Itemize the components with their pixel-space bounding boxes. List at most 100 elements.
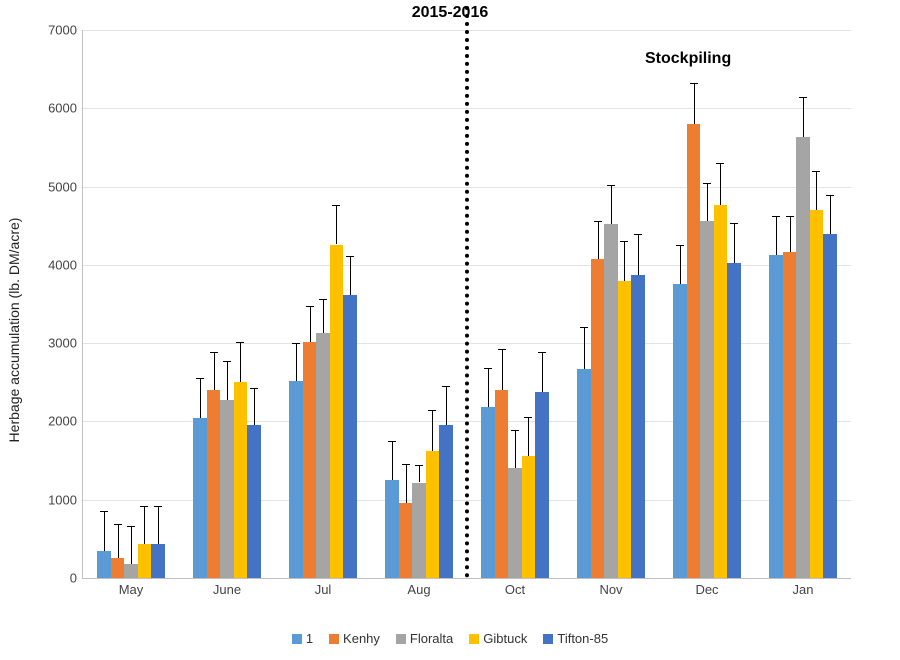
error-bar: [707, 183, 708, 221]
error-cap: [498, 349, 506, 350]
error-bar: [803, 97, 804, 137]
bar: [591, 259, 604, 578]
chart-container: 2015-2016 Stockpiling Herbage accumulati…: [0, 0, 900, 660]
bar: [385, 480, 398, 578]
error-cap: [319, 299, 327, 300]
error-bar: [598, 221, 599, 259]
bar: [769, 255, 782, 578]
xtick-label: Nov: [599, 582, 622, 597]
legend-item: Gibtuck: [469, 630, 527, 646]
legend-label: Kenhy: [343, 631, 380, 646]
error-cap: [676, 245, 684, 246]
error-bar: [296, 343, 297, 381]
legend-swatch: [543, 634, 553, 644]
error-cap: [703, 183, 711, 184]
bar: [673, 284, 686, 578]
error-bar: [528, 417, 529, 456]
error-cap: [511, 430, 519, 431]
error-cap: [442, 386, 450, 387]
bar: [247, 425, 260, 578]
error-bar: [104, 511, 105, 550]
bar: [412, 483, 425, 579]
plot-area: 01000200030004000500060007000MayJuneJulA…: [82, 30, 851, 579]
legend-label: Floralta: [410, 631, 453, 646]
error-bar: [680, 245, 681, 284]
bar: [439, 425, 452, 578]
legend-label: Gibtuck: [483, 631, 527, 646]
error-bar: [432, 410, 433, 451]
bar: [151, 544, 164, 578]
error-bar: [502, 349, 503, 390]
bar: [577, 369, 590, 578]
bar: [111, 558, 124, 578]
bar: [700, 221, 713, 578]
legend-label: Tifton-85: [557, 631, 608, 646]
error-cap: [428, 410, 436, 411]
error-cap: [210, 352, 218, 353]
error-cap: [346, 256, 354, 257]
error-bar: [624, 241, 625, 280]
bar: [687, 124, 700, 578]
bar: [810, 210, 823, 578]
error-cap: [690, 83, 698, 84]
error-bar: [776, 216, 777, 256]
legend-label: 1: [306, 631, 313, 646]
error-bar: [515, 430, 516, 468]
bar: [535, 392, 548, 578]
bar: [289, 381, 302, 578]
bar: [193, 418, 206, 578]
error-bar: [118, 524, 119, 558]
error-cap: [730, 223, 738, 224]
legend-swatch: [469, 634, 479, 644]
error-cap: [415, 465, 423, 466]
error-cap: [196, 378, 204, 379]
xtick-label: Aug: [407, 582, 430, 597]
error-cap: [388, 441, 396, 442]
error-cap: [580, 327, 588, 328]
xtick-label: Oct: [505, 582, 525, 597]
error-cap: [594, 221, 602, 222]
error-bar: [720, 163, 721, 204]
error-bar: [790, 216, 791, 252]
error-bar: [830, 195, 831, 233]
error-cap: [826, 195, 834, 196]
error-bar: [350, 256, 351, 294]
chart-title: 2015-2016: [0, 4, 900, 22]
error-cap: [154, 506, 162, 507]
error-bar: [734, 223, 735, 263]
error-bar: [158, 506, 159, 544]
ytick-label: 1000: [17, 492, 77, 507]
error-bar: [816, 171, 817, 210]
bar: [399, 503, 412, 578]
error-bar: [638, 234, 639, 275]
error-bar: [392, 441, 393, 480]
error-cap: [812, 171, 820, 172]
bar: [330, 245, 343, 578]
ytick-label: 0: [17, 571, 77, 586]
error-bar: [419, 465, 420, 482]
bar: [522, 456, 535, 578]
error-bar: [310, 306, 311, 341]
bar: [97, 551, 110, 578]
error-cap: [716, 163, 724, 164]
error-bar: [131, 526, 132, 564]
error-cap: [100, 511, 108, 512]
bar: [604, 224, 617, 578]
error-cap: [306, 306, 314, 307]
error-bar: [611, 185, 612, 224]
error-cap: [127, 526, 135, 527]
error-bar: [694, 83, 695, 124]
legend-item: 1: [292, 630, 313, 646]
error-bar: [227, 361, 228, 399]
legend-item: Tifton-85: [543, 630, 608, 646]
error-bar: [584, 327, 585, 368]
bar: [234, 382, 247, 578]
bar: [796, 137, 809, 578]
error-cap: [114, 524, 122, 525]
error-cap: [772, 216, 780, 217]
bar: [783, 252, 796, 578]
error-cap: [538, 352, 546, 353]
error-cap: [236, 342, 244, 343]
xtick-label: May: [119, 582, 144, 597]
bar: [631, 275, 644, 578]
